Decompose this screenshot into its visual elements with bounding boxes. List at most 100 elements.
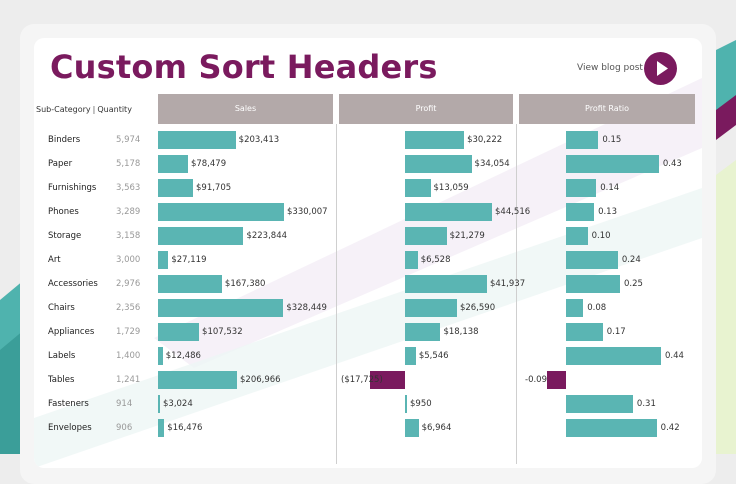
sort-profit-header[interactable]: Profit [339,94,513,124]
profit-ratio-bar [566,251,618,269]
profit-label: ($17,725) [341,375,383,385]
quantity-value: 1,400 [116,351,141,361]
sort-quantity-header[interactable]: Quantity [97,105,132,114]
view-blog-post-button[interactable] [644,52,677,85]
profit-bar [405,419,419,437]
quantity-value: 3,158 [116,231,141,241]
sales-bar [158,179,193,197]
table-row: Phones 3,289 [36,200,700,224]
table-row: Furnishings 3,563 [36,176,700,200]
profit-bar [405,179,431,197]
profit-bar [405,395,407,413]
profit-ratio-bar [566,203,595,221]
sales-label: $27,119 [171,255,207,265]
quantity-value: 906 [116,423,133,433]
sales-label: $203,413 [238,135,280,145]
sales-label: $330,007 [287,207,328,217]
profit-ratio-bar [566,155,659,173]
play-icon [657,61,668,76]
profit-ratio-label: 0.17 [606,327,626,337]
profit-label: $26,590 [459,303,496,313]
sales-label: $12,486 [165,351,201,361]
profit-ratio-label: 0.31 [636,399,656,409]
profit-ratio-label: 0.08 [587,303,607,313]
sales-label: $328,449 [286,303,327,313]
quantity-value: 914 [116,399,133,409]
sales-bar [158,131,236,149]
sales-bar [158,155,188,173]
quantity-value: 5,974 [116,135,141,145]
subcategory-label: Paper [48,159,73,169]
column-divider [336,124,337,464]
sales-bar [158,251,169,269]
profit-label: $6,964 [421,423,452,433]
profit-label: $30,222 [467,135,503,145]
subcategory-label: Storage [48,231,82,241]
header-separator: | [92,105,96,114]
table-row: Appliances 1,729 [36,320,700,344]
table-row: Chairs 2,356 [36,296,700,320]
profit-ratio-bar [566,179,597,197]
sales-bar [158,419,165,437]
sales-bar [158,299,284,317]
profit-label: $5,546 [418,351,449,361]
sales-bar [158,275,222,293]
subcategory-label: Accessories [48,279,98,289]
profit-ratio-label: 0.13 [598,207,617,217]
profit-label: $21,279 [449,231,485,241]
table-row: Binders 5,974 [36,128,700,152]
profit-ratio-bar [546,371,566,389]
quantity-value: 3,000 [116,255,141,265]
table-row: Envelopes 906 [36,416,700,440]
profit-bar [405,155,472,173]
quantity-value: 1,241 [116,375,141,385]
profit-ratio-bar [566,323,603,341]
subcategory-label: Chairs [48,303,75,313]
subcategory-label: Appliances [48,327,95,337]
sales-label: $16,476 [167,423,203,433]
profit-bar [405,227,447,245]
view-blog-post-link[interactable]: View blog post [577,63,643,73]
profit-ratio-label: 0.44 [665,351,684,361]
sort-subcategory-header[interactable]: Sub-Category [36,105,91,114]
background-decoration [0,40,736,454]
subcategory-label: Furnishings [48,183,97,193]
sales-bar [158,203,284,221]
table-row: Fasteners 914 [36,392,700,416]
profit-label: $13,059 [433,183,469,193]
sort-sales-header[interactable]: Sales [158,94,333,124]
sales-bar [158,227,244,245]
profit-bar [405,251,418,269]
profit-ratio-label: 0.10 [591,231,611,241]
quantity-value: 2,976 [116,279,141,289]
profit-bar [405,131,465,149]
sales-label: $107,532 [202,327,243,337]
profit-bar [405,299,457,317]
sales-label: $206,966 [240,375,281,385]
profit-ratio-label: 0.24 [621,255,641,265]
sales-label: $91,705 [196,183,232,193]
profit-bar [405,275,487,293]
subcategory-label: Binders [48,135,81,145]
left-header: Sub-Category | Quantity [36,96,156,124]
profit-label: $950 [410,399,432,409]
profit-label: $44,516 [495,207,531,217]
sort-profit-ratio-header[interactable]: Profit Ratio [519,94,695,124]
profit-label: $6,528 [420,255,451,265]
profit-ratio-bar [566,131,599,149]
sales-label: $223,844 [246,231,288,241]
table-row: Labels 1,400 [36,344,700,368]
profit-ratio-bar [566,347,661,365]
profit-label: $18,138 [443,327,479,337]
subcategory-label: Tables [48,375,75,385]
sales-label: $78,479 [190,159,227,169]
profit-ratio-bar [566,419,657,437]
table-row: Art 3,000 [36,248,700,272]
table-row: Paper 5,178 [36,152,700,176]
column-divider [516,124,517,464]
profit-ratio-bar [566,227,588,245]
subcategory-label: Art [48,255,61,265]
table-row: Accessories 2,976 [36,272,700,296]
quantity-value: 3,289 [116,207,141,217]
table-row: Tables 1,241 [36,368,700,392]
